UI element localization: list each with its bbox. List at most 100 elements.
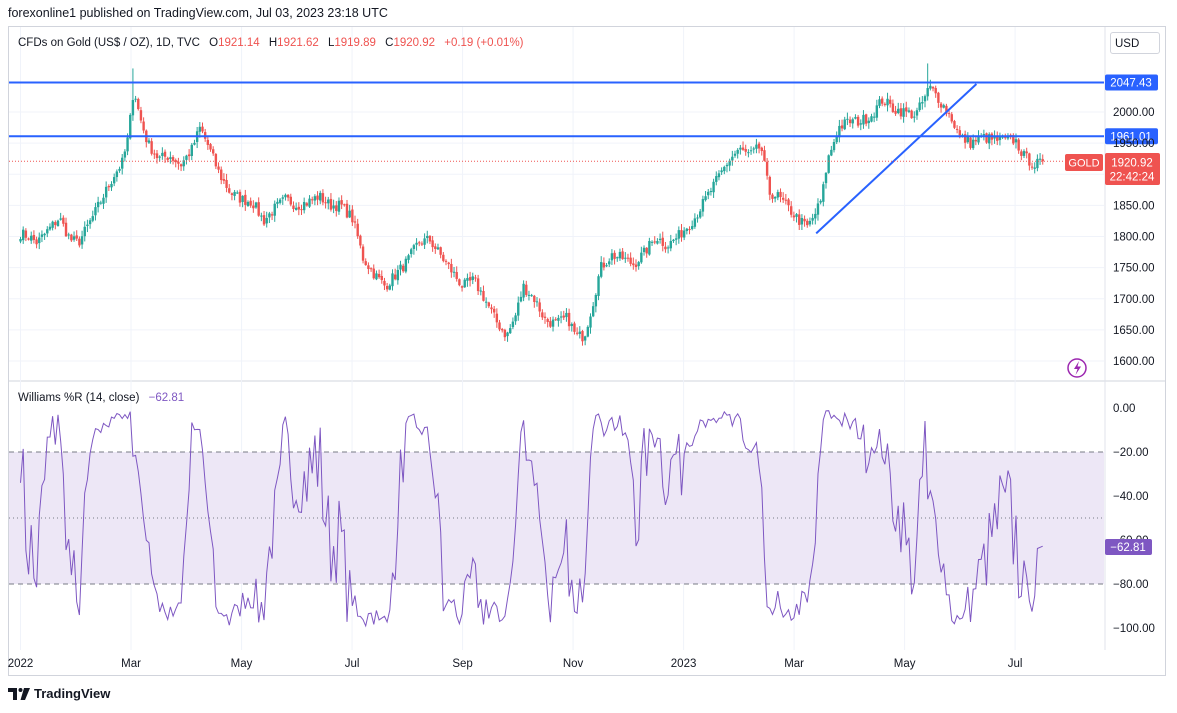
indicator-value: −62.81 (149, 392, 185, 404)
candle-body (401, 265, 405, 272)
candle-body (591, 306, 595, 317)
candle-body (905, 107, 908, 112)
candle-body (431, 240, 434, 248)
candle-body (171, 157, 175, 161)
candle-body (286, 194, 290, 198)
candle-body (597, 276, 600, 296)
candle-body (270, 214, 274, 216)
candle-body (674, 238, 678, 240)
candle-body (468, 277, 472, 281)
candle-body (974, 139, 978, 142)
low-label: L (328, 37, 335, 49)
candle-body (629, 257, 632, 264)
time-tick-label: Jul (1008, 658, 1023, 670)
candle-body (1022, 151, 1026, 156)
candle-body (367, 265, 370, 270)
candle-body (361, 246, 365, 261)
currency-selector[interactable]: USD (1110, 32, 1160, 54)
candle-body (798, 214, 801, 225)
candle-body (80, 236, 84, 245)
trendline[interactable] (815, 83, 978, 235)
svg-text:CFDs on Gold (US$ / OZ), 1D, T: CFDs on Gold (US$ / OZ), 1D, TVC O1921.1… (18, 37, 524, 49)
time-tick-label: May (231, 658, 253, 670)
gold-ticker-tag: GOLD (1065, 154, 1103, 171)
candle-body (931, 87, 935, 89)
candle-body (535, 301, 539, 303)
williams-tick-label: −20.00 (1113, 447, 1149, 459)
candle-body (624, 257, 627, 259)
candle-body (466, 278, 469, 281)
candle-body (476, 278, 480, 292)
candle-body (484, 301, 488, 303)
candle-body (137, 98, 140, 110)
lightning-icon[interactable] (1067, 358, 1087, 378)
candle-body (329, 198, 333, 210)
candle-body (557, 317, 560, 321)
candle-body (169, 157, 172, 160)
candle-body (795, 214, 798, 217)
candle-body (327, 199, 330, 204)
candle-body (185, 155, 188, 160)
candle-body (699, 211, 702, 218)
candle-body (824, 172, 828, 184)
candle-body (292, 205, 295, 209)
high-label: H (269, 37, 277, 49)
candle-body (583, 336, 587, 341)
candle-body (257, 202, 260, 216)
candle-body (846, 118, 849, 120)
candle-body (447, 262, 450, 265)
candle-body (883, 103, 887, 105)
candle-body (1041, 159, 1044, 162)
candle-body (1030, 166, 1034, 168)
candle-body (67, 234, 70, 236)
candle-body (139, 110, 143, 121)
candle-body (875, 105, 879, 118)
williams-value-tag: −62.81 (1105, 539, 1152, 555)
candle-body (682, 230, 686, 238)
candle-body (217, 166, 220, 170)
candle-body (806, 220, 809, 226)
time-tick-label: 2022 (8, 658, 34, 670)
candle-body (626, 257, 630, 259)
candle-body (792, 215, 796, 218)
candle-body (854, 117, 857, 119)
candle-body (463, 279, 466, 288)
candle-body (228, 188, 231, 193)
candle-body (889, 99, 892, 104)
candle-body (155, 153, 159, 159)
candle-body (648, 241, 651, 255)
candle-body (632, 263, 635, 266)
candle-body (765, 161, 769, 176)
candle-body (372, 268, 375, 279)
candle-body (399, 264, 402, 270)
candle-body (541, 312, 544, 318)
candle-body (985, 133, 988, 143)
candle-body (747, 152, 750, 154)
candle-body (768, 176, 771, 195)
publisher-line: forexonline1 published on TradingView.co… (8, 6, 388, 20)
candle-body (993, 136, 996, 139)
candle-body (337, 200, 341, 212)
candle-body (91, 216, 94, 221)
candle-body (393, 274, 397, 280)
candle-body (78, 238, 81, 246)
time-tick-label: Mar (121, 658, 141, 670)
candle-body (605, 265, 608, 267)
candle-body (102, 197, 105, 204)
candle-body (163, 151, 167, 157)
candle-body (246, 202, 250, 207)
candle-body (969, 137, 972, 148)
candle-body (937, 92, 940, 103)
candle-body (506, 332, 509, 337)
tradingview-brand: TradingView (34, 686, 111, 701)
candle-body (814, 213, 817, 219)
candle-body (353, 221, 357, 223)
candle-body (27, 238, 30, 240)
candle-body (525, 284, 528, 295)
candle-body (121, 157, 124, 169)
candle-body (420, 243, 424, 245)
candle-body (621, 251, 624, 260)
price-tick-label: 1700.00 (1113, 294, 1155, 306)
candle-body (1033, 167, 1036, 169)
